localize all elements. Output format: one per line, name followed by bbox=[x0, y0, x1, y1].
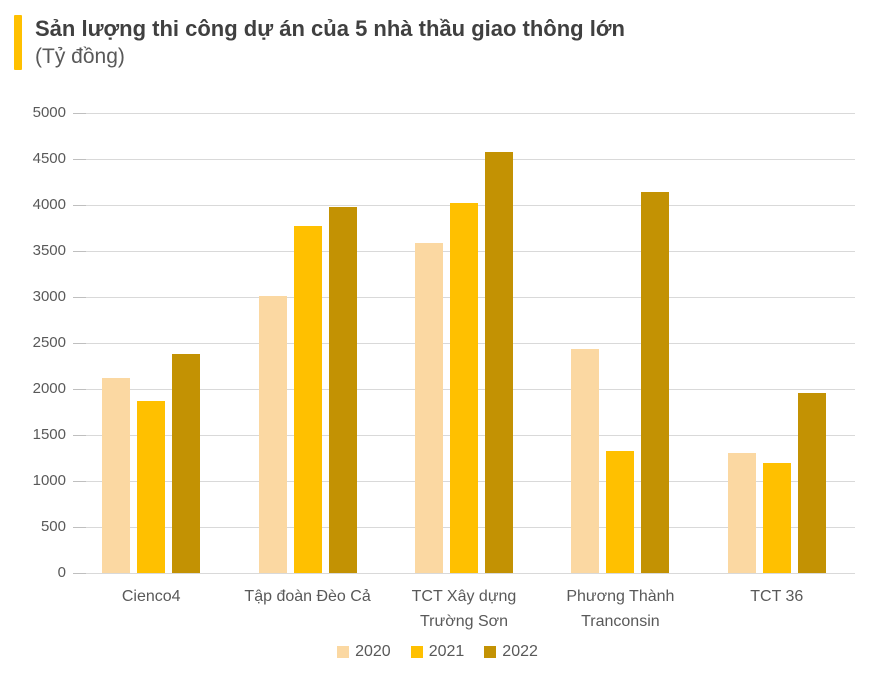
legend-label-2020: 2020 bbox=[355, 643, 391, 660]
y-axis-label-500: 500 bbox=[40, 518, 66, 535]
bar-2022-tct-xây-dựng-trường-sơn bbox=[485, 152, 513, 573]
bar-2020-tct-36 bbox=[727, 453, 756, 573]
y-axis-label-1500: 1500 bbox=[32, 426, 66, 443]
x-axis-label-1: Cienco4 bbox=[121, 588, 181, 605]
y-axis-label-4500: 4500 bbox=[32, 150, 66, 167]
legend-item-2022: 2022 bbox=[484, 643, 538, 661]
bar-2020-tập-đoàn-đèo-cả bbox=[258, 296, 287, 573]
chart-subtitle: (Tỷ đồng) bbox=[35, 45, 125, 68]
bar-2021-tct-xây-dựng-trường-sơn bbox=[450, 203, 478, 573]
title-block: Sản lượng thi công dự án của 5 nhà thầu … bbox=[35, 15, 625, 70]
bar-2021-phương-thành-tranconsin bbox=[606, 451, 635, 573]
bar-2020-cienco4 bbox=[102, 378, 131, 573]
bar-group-3 bbox=[415, 152, 513, 573]
bar-2021-cienco4 bbox=[137, 401, 166, 573]
legend: 2020 2021 2022 bbox=[0, 643, 875, 661]
plot-area bbox=[73, 113, 855, 574]
bar-2022-tct-36 bbox=[797, 393, 826, 573]
bar-group-2 bbox=[258, 207, 357, 573]
legend-item-2021: 2021 bbox=[410, 643, 465, 661]
bar-2021-tập-đoàn-đèo-cả bbox=[293, 226, 322, 573]
chart-title: Sản lượng thi công dự án của 5 nhà thầu … bbox=[35, 16, 625, 41]
y-axis-label-0: 0 bbox=[57, 564, 66, 581]
x-axis-label-3: TCT Xây dựng Trường Sơn bbox=[411, 588, 517, 630]
bar-2022-tập-đoàn-đèo-cả bbox=[328, 207, 357, 573]
bar-2020-phương-thành-tranconsin bbox=[571, 349, 600, 573]
y-axis-label-2500: 2500 bbox=[32, 334, 66, 351]
y-tick-mark-3000 bbox=[73, 297, 86, 298]
x-axis-label-2: Tập đoàn Đèo Cả bbox=[244, 588, 371, 605]
legend-swatch-2021 bbox=[410, 646, 423, 658]
gridline-4500 bbox=[73, 159, 855, 160]
legend-label-2021: 2021 bbox=[428, 643, 465, 660]
y-axis-label-1000: 1000 bbox=[32, 472, 66, 489]
y-axis-label-3000: 3000 bbox=[32, 288, 66, 305]
chart-header: Sản lượng thi công dự án của 5 nhà thầu … bbox=[14, 15, 625, 70]
y-tick-mark-1500 bbox=[73, 435, 86, 436]
y-tick-mark-0 bbox=[73, 573, 86, 574]
bar-2022-cienco4 bbox=[172, 354, 201, 573]
y-axis-label-3500: 3500 bbox=[32, 242, 66, 259]
y-tick-mark-3500 bbox=[73, 251, 86, 252]
bar-2020-tct-xây-dựng-trường-sơn bbox=[415, 243, 443, 573]
x-axis-label-4: Phương Thành Tranconsin bbox=[566, 588, 675, 630]
legend-swatch-2022 bbox=[484, 646, 497, 658]
gridline-0 bbox=[73, 573, 855, 574]
bar-2021-tct-36 bbox=[762, 463, 791, 573]
y-axis-label-4000: 4000 bbox=[32, 196, 66, 213]
x-axis-label-5: TCT 36 bbox=[750, 588, 804, 605]
y-axis-label-5000: 5000 bbox=[32, 104, 66, 121]
y-tick-mark-4000 bbox=[73, 205, 86, 206]
y-tick-mark-1000 bbox=[73, 481, 86, 482]
y-axis-label-2000: 2000 bbox=[32, 380, 66, 397]
bar-group-5 bbox=[727, 393, 826, 573]
bar-group-4 bbox=[571, 192, 670, 573]
legend-item-2020: 2020 bbox=[337, 643, 391, 661]
gridline-5000 bbox=[73, 113, 855, 114]
legend-label-2022: 2022 bbox=[502, 643, 538, 660]
bar-2022-phương-thành-tranconsin bbox=[641, 192, 670, 573]
bar-group-1 bbox=[102, 354, 201, 573]
y-tick-mark-5000 bbox=[73, 113, 86, 114]
title-accent-bar bbox=[14, 15, 22, 70]
y-tick-mark-500 bbox=[73, 527, 86, 528]
y-tick-mark-2000 bbox=[73, 389, 86, 390]
y-tick-mark-2500 bbox=[73, 343, 86, 344]
y-tick-mark-4500 bbox=[73, 159, 86, 160]
legend-swatch-2020 bbox=[337, 646, 350, 658]
